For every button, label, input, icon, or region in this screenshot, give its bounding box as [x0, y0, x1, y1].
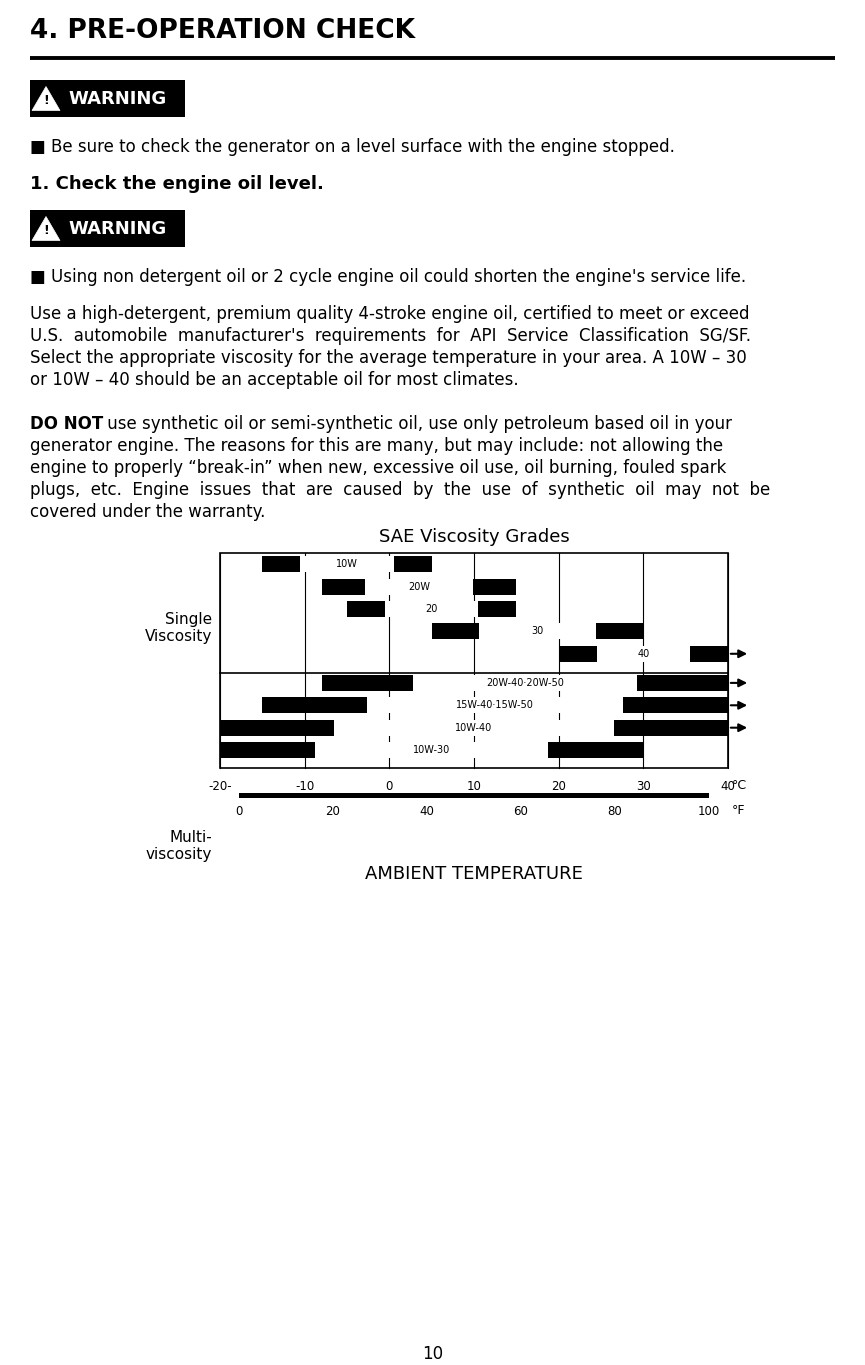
Text: °F: °F	[732, 804, 746, 818]
Bar	[30, 81, 185, 117]
Text: 60: 60	[514, 805, 529, 818]
Text: Use a high-detergent, premium quality 4-stroke engine oil, certified to meet or : Use a high-detergent, premium quality 4-…	[30, 304, 749, 324]
Text: -10: -10	[295, 779, 314, 793]
Bar	[239, 793, 709, 799]
Text: 10W: 10W	[336, 560, 358, 569]
Text: ■ Be sure to check the generator on a level surface with the engine stopped.: ■ Be sure to check the generator on a le…	[30, 138, 675, 156]
Bar	[479, 624, 596, 639]
Bar	[220, 553, 728, 768]
Text: 80: 80	[608, 805, 623, 818]
Text: !: !	[43, 94, 49, 106]
Bar	[334, 719, 613, 736]
Bar	[315, 743, 548, 758]
Text: DO NOT: DO NOT	[30, 415, 103, 433]
Text: Multi-
viscosity: Multi- viscosity	[145, 830, 212, 863]
Text: covered under the warranty.: covered under the warranty.	[30, 502, 266, 521]
Text: SAE Viscosity Grades: SAE Viscosity Grades	[379, 528, 569, 546]
Text: engine to properly “break-in” when new, excessive oil use, oil burning, fouled s: engine to properly “break-in” when new, …	[30, 459, 727, 476]
Text: 1. Check the engine oil level.: 1. Check the engine oil level.	[30, 175, 324, 192]
Text: 40: 40	[420, 805, 434, 818]
Bar	[413, 674, 637, 691]
Bar	[262, 698, 728, 714]
Text: 30: 30	[531, 627, 543, 636]
Text: 10: 10	[422, 1345, 443, 1364]
Bar	[30, 210, 185, 247]
Text: U.S.  automobile  manufacturer's  requirements  for  API  Service  Classificatio: U.S. automobile manufacturer's requireme…	[30, 328, 751, 345]
Text: °C: °C	[732, 779, 747, 792]
Text: 20: 20	[426, 603, 438, 614]
Text: ■ Using non detergent oil or 2 cycle engine oil could shorten the engine's servi: ■ Using non detergent oil or 2 cycle eng…	[30, 268, 746, 287]
Text: 10W-30: 10W-30	[413, 745, 451, 755]
Bar	[262, 556, 432, 572]
Bar	[322, 579, 516, 595]
Text: 40: 40	[638, 648, 650, 659]
Text: 4. PRE-OPERATION CHECK: 4. PRE-OPERATION CHECK	[30, 18, 415, 44]
Bar	[365, 579, 472, 595]
Text: 15W-40·15W-50: 15W-40·15W-50	[456, 700, 534, 710]
Text: 30: 30	[636, 779, 650, 793]
Text: plugs,  etc.  Engine  issues  that  are  caused  by  the  use  of  synthetic  oi: plugs, etc. Engine issues that are cause…	[30, 480, 770, 500]
Bar	[385, 601, 478, 617]
Text: !: !	[43, 224, 49, 238]
Text: or 10W – 40 should be an acceptable oil for most climates.: or 10W – 40 should be an acceptable oil …	[30, 371, 519, 389]
Text: generator engine. The reasons for this are many, but may include: not allowing t: generator engine. The reasons for this a…	[30, 437, 723, 455]
Text: WARNING: WARNING	[68, 90, 166, 108]
Bar	[347, 601, 516, 617]
Text: 10W-40: 10W-40	[455, 722, 493, 733]
Text: 20: 20	[551, 779, 566, 793]
Bar	[597, 646, 690, 662]
Polygon shape	[32, 86, 60, 111]
Text: AMBIENT TEMPERATURE: AMBIENT TEMPERATURE	[365, 865, 583, 883]
Polygon shape	[32, 217, 60, 240]
Text: 10: 10	[466, 779, 482, 793]
Bar	[300, 556, 394, 572]
Bar	[559, 646, 728, 662]
Bar	[220, 719, 728, 736]
Bar	[220, 743, 644, 758]
Text: 40: 40	[721, 779, 735, 793]
Text: Single
Viscosity: Single Viscosity	[144, 612, 212, 644]
Text: 20: 20	[325, 805, 340, 818]
Bar	[367, 698, 623, 714]
Bar	[322, 674, 728, 691]
Bar	[432, 624, 644, 639]
Text: -20-: -20-	[208, 779, 232, 793]
Text: 20W: 20W	[408, 581, 430, 591]
Text: 0: 0	[386, 779, 393, 793]
Text: 0: 0	[235, 805, 242, 818]
Text: 100: 100	[698, 805, 721, 818]
Text: WARNING: WARNING	[68, 220, 166, 238]
Text: use synthetic oil or semi-synthetic oil, use only petroleum based oil in your: use synthetic oil or semi-synthetic oil,…	[102, 415, 732, 433]
Text: Select the appropriate viscosity for the average temperature in your area. A 10W: Select the appropriate viscosity for the…	[30, 349, 746, 367]
Text: 20W-40·20W-50: 20W-40·20W-50	[486, 678, 564, 688]
